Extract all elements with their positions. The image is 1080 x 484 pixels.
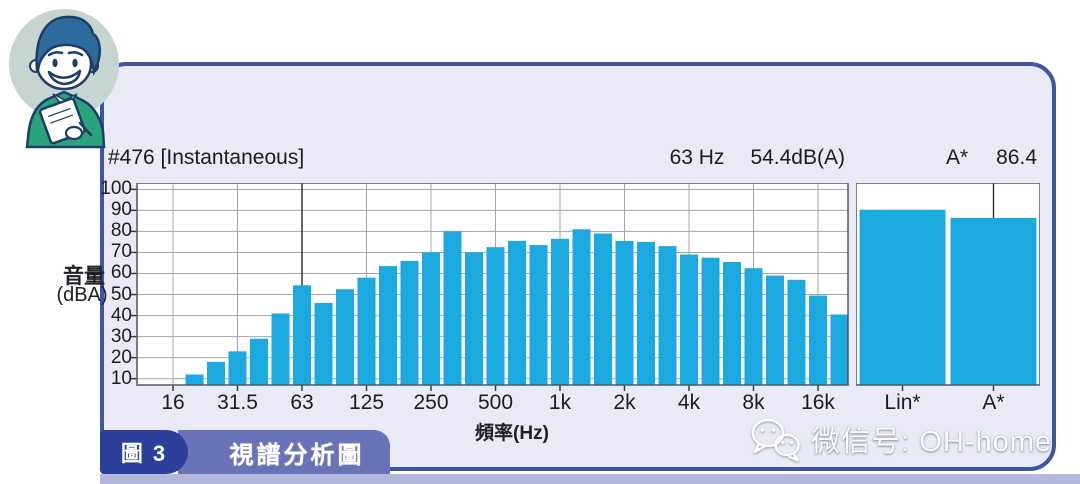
watermark: 微信号: OH-home bbox=[749, 416, 1052, 462]
x-tick-label: 16 bbox=[161, 391, 185, 414]
caption-number-badge: 圖 3 bbox=[100, 430, 188, 474]
y-tick-label: 70 bbox=[110, 241, 132, 263]
overall-label: A* bbox=[945, 146, 969, 169]
avatar-eye-right bbox=[72, 58, 78, 68]
y-tick-label: 50 bbox=[110, 283, 132, 305]
x-tick-label: 31.5 bbox=[217, 391, 258, 414]
overall-value: 86.4 bbox=[996, 146, 1037, 169]
avatar-eyebrow-right bbox=[67, 51, 84, 57]
wechat-icon bbox=[751, 418, 800, 462]
y-tick-label: 100 bbox=[100, 178, 132, 200]
cursor-frequency: 63 Hz bbox=[669, 146, 725, 169]
x-tick-label: 63 bbox=[290, 391, 314, 414]
y-tick-label: 30 bbox=[110, 325, 132, 347]
cursor-readout: 63 Hz 54.4dB(A) bbox=[500, 146, 845, 170]
bottom-accent-strip bbox=[100, 474, 1080, 484]
avatar-hand bbox=[64, 125, 84, 141]
x-tick-label: 500 bbox=[477, 391, 514, 414]
overall-readout: A* 86.4 bbox=[900, 146, 1037, 170]
avatar-eyebrow-left bbox=[47, 51, 64, 57]
x-tick-label: 8k bbox=[742, 391, 765, 414]
avatar-hair bbox=[35, 15, 101, 77]
avatar bbox=[9, 9, 119, 149]
x-tick-label: 1k bbox=[548, 391, 572, 414]
overall-tick-label: Lin* bbox=[884, 391, 921, 414]
avatar-teeth-line bbox=[50, 72, 79, 79]
chart-title: #476 [Instantaneous] bbox=[108, 146, 305, 169]
watermark-text: 微信号: OH-home bbox=[811, 426, 1052, 458]
avatar-eye-left bbox=[52, 58, 58, 68]
y-tick-label: 80 bbox=[110, 220, 132, 242]
x-tick-label: 125 bbox=[348, 391, 385, 414]
overall-level-bar-chart bbox=[856, 183, 1040, 391]
x-tick-label: 4k bbox=[677, 391, 701, 414]
y-axis-unit: (dBA) bbox=[56, 284, 108, 306]
y-tick-label: 40 bbox=[110, 304, 132, 326]
caption-number: 圖 3 bbox=[120, 441, 168, 466]
y-tick-label: 60 bbox=[110, 262, 132, 284]
x-axis-title: 頻率(Hz) bbox=[475, 423, 549, 444]
overall-tick-label: A* bbox=[982, 391, 1005, 414]
y-axis-title: 音量 bbox=[63, 265, 105, 288]
caption-title-tab: 視譜分析圖 bbox=[178, 430, 390, 474]
y-tick-label: 10 bbox=[110, 367, 132, 389]
spectrum-bar-chart bbox=[130, 183, 849, 391]
x-tick-label: 2k bbox=[613, 391, 636, 414]
avatar-pen bbox=[78, 121, 93, 137]
cursor-level: 54.4dB(A) bbox=[750, 146, 845, 169]
caption-title: 視譜分析圖 bbox=[229, 441, 365, 469]
x-tick-label: 16k bbox=[801, 391, 835, 414]
y-tick-label: 20 bbox=[110, 346, 132, 368]
y-tick-label: 90 bbox=[110, 199, 132, 221]
x-tick-label: 250 bbox=[413, 391, 449, 414]
